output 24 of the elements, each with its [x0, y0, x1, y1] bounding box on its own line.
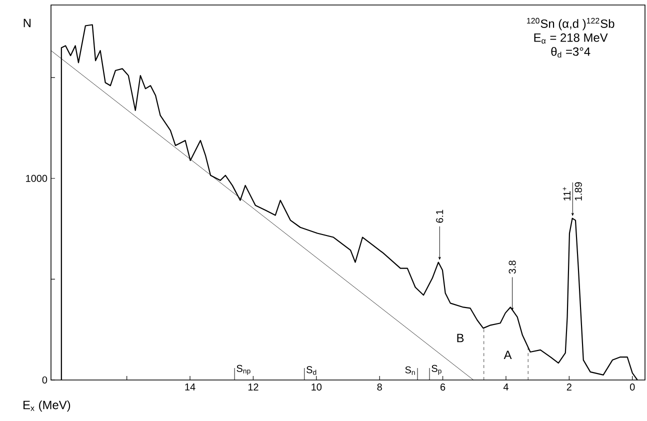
annotation: A — [504, 350, 512, 359]
x-tick-label: 12 — [248, 384, 258, 390]
annotation: B — [457, 334, 464, 342]
ref-line-label: S$_{n}$ — [405, 366, 415, 375]
y-axis-title: N — [24, 18, 31, 28]
annotation: θ$_{d}$ =3°4 — [551, 47, 590, 58]
x-tick-label: 8 — [377, 384, 382, 391]
annotation: 1.89 — [574, 182, 582, 200]
x-tick-label: 6 — [440, 384, 446, 391]
x-tick-label: 2 — [566, 384, 572, 390]
y-tick-label: 1000 — [26, 174, 48, 182]
annotation: 11$^{+}$ — [562, 187, 570, 200]
x-tick-label: 10 — [312, 384, 322, 391]
x-tick-label: 0 — [630, 384, 635, 391]
x-tick-label: 4 — [503, 384, 508, 390]
annotation: 6.1 — [436, 210, 444, 223]
annotation: $^{120}$Sn (α,d )$^{122}$Sb — [527, 18, 614, 30]
ref-line-label: S$_{d}$ — [306, 366, 316, 375]
annotation: 3.8 — [508, 260, 516, 274]
x-axis-title: E$_{x}$ (MeV) — [24, 400, 70, 412]
ref-line-label: S$_{np}$ — [236, 364, 250, 375]
ref-line-label: S$_{p}$ — [432, 364, 442, 375]
x-tick-label: 14 — [185, 384, 196, 390]
annotation: E$_{α}$ = 218 MeV — [534, 33, 608, 44]
